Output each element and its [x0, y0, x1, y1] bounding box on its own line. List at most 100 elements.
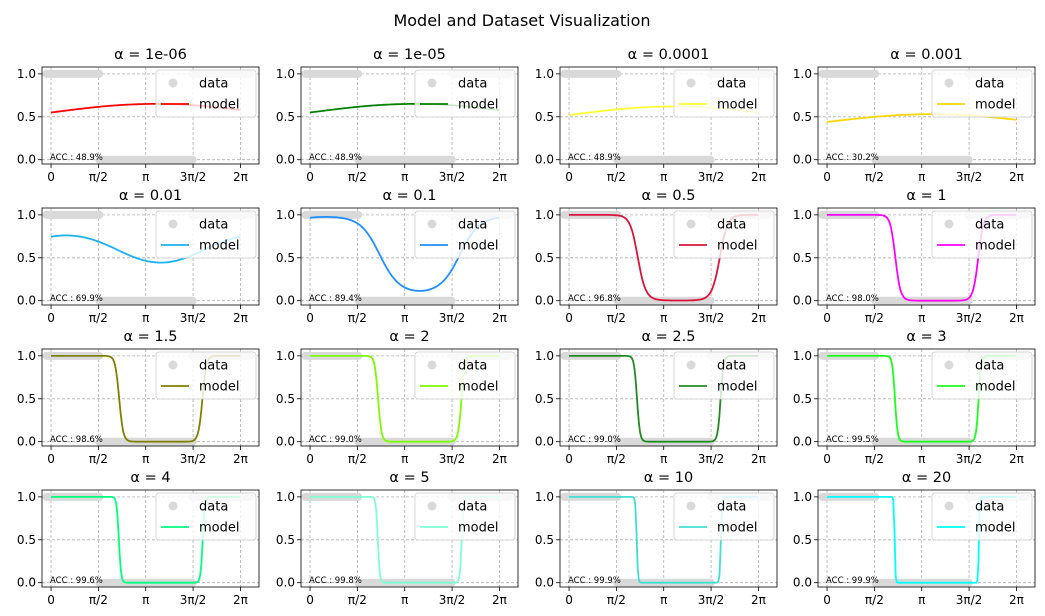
x-tick-label-2: π [918, 452, 925, 466]
legend: data model [155, 492, 257, 541]
x-tick-label-4: 2π [1009, 452, 1024, 466]
accuracy-label: ACC : 99.6% [50, 576, 103, 586]
x-tick-label-0: 0 [47, 311, 55, 325]
x-tick-label-2: π [918, 593, 925, 607]
legend: data model [673, 210, 775, 259]
x-tick-label-4: 2π [751, 170, 766, 184]
y-tick-label-1: 0.5 [276, 251, 295, 265]
legend-box [155, 210, 257, 259]
x-tick-label-3: 3π/2 [439, 311, 466, 325]
x-tick-label-0: 0 [823, 311, 831, 325]
x-tick-label-3: 3π/2 [180, 452, 207, 466]
x-tick-label-1: π/2 [89, 311, 108, 325]
y-tick-label-2: 1.0 [17, 208, 36, 222]
x-tick-label-2: π [142, 311, 149, 325]
y-tick-label-0: 0.0 [793, 153, 812, 167]
x-tick-label-2: π [142, 593, 149, 607]
legend-box [931, 351, 1033, 400]
y-tick-label-1: 0.5 [276, 110, 295, 124]
x-tick-label-3: 3π/2 [956, 452, 983, 466]
legend: data model [414, 210, 516, 259]
y-tick-label-2: 1.0 [276, 490, 295, 504]
y-tick-label-0: 0.0 [17, 576, 36, 590]
y-tick-label-0: 0.0 [535, 576, 554, 590]
x-tick-label-2: π [918, 170, 925, 184]
x-tick-label-0: 0 [306, 170, 314, 184]
x-tick-label-3: 3π/2 [439, 452, 466, 466]
y-tick-label-1: 0.5 [793, 533, 812, 547]
x-tick-label-3: 3π/2 [698, 593, 725, 607]
x-tick-label-3: 3π/2 [956, 593, 983, 607]
x-tick-label-2: π [142, 170, 149, 184]
y-tick-label-1: 0.5 [276, 392, 295, 406]
axes-frame [559, 66, 778, 165]
legend-model-label: model [199, 239, 239, 254]
accuracy-label: ACC : 48.9% [568, 153, 621, 163]
subplot-title: α = 0.1 [383, 188, 437, 204]
x-tick-label-4: 2π [233, 311, 248, 325]
x-tick-label-2: π [660, 311, 667, 325]
accuracy-label: ACC : 96.8% [568, 294, 621, 304]
x-tick-label-0: 0 [306, 452, 314, 466]
subplot-title: α = 0.5 [642, 188, 696, 204]
y-tick-label-0: 0.0 [535, 294, 554, 308]
legend-data-label: data [199, 218, 228, 233]
legend-model-label: model [717, 98, 757, 113]
legend: data model [673, 351, 775, 400]
axes-frame [817, 348, 1036, 447]
legend-data-label: data [717, 500, 746, 515]
y-tick-label-0: 0.0 [535, 435, 554, 449]
x-tick-label-2: π [660, 170, 667, 184]
subplot-7: 0 π/2 π 3π/2 2π 0.0 0.5 1.0 α = 0.5 ACC : 96.8% da… [535, 188, 778, 325]
legend: data model [155, 69, 257, 118]
legend-data-label: data [458, 500, 487, 515]
x-tick-label-0: 0 [47, 170, 55, 184]
legend-data-label: data [975, 500, 1004, 515]
x-tick-label-2: π [401, 170, 408, 184]
x-tick-label-3: 3π/2 [180, 311, 207, 325]
x-tick-label-1: π/2 [865, 452, 884, 466]
y-tick-label-2: 1.0 [17, 490, 36, 504]
axes-frame [41, 348, 260, 447]
subplot-title: α = 20 [902, 470, 951, 486]
x-tick-label-1: π/2 [865, 170, 884, 184]
legend-box [673, 69, 775, 118]
y-tick-label-0: 0.0 [17, 435, 36, 449]
x-tick-label-2: π [660, 593, 667, 607]
subplot-13: 0 π/2 π 3π/2 2π 0.0 0.5 1.0 α = 4 ACC : 99.6% data… [17, 470, 260, 607]
subplot-12: 0 π/2 π 3π/2 2π 0.0 0.5 1.0 α = 3 ACC : 99.5% data… [793, 329, 1036, 466]
x-tick-label-0: 0 [47, 593, 55, 607]
axes-frame [300, 66, 519, 165]
accuracy-label: ACC : 89.4% [309, 294, 362, 304]
legend-data-marker [944, 360, 954, 370]
legend-model-label: model [458, 239, 498, 254]
legend-model-label: model [975, 380, 1015, 395]
legend-data-marker [427, 360, 437, 370]
x-tick-label-1: π/2 [607, 170, 626, 184]
x-tick-label-4: 2π [751, 311, 766, 325]
legend-data-label: data [199, 359, 228, 374]
legend-box [931, 492, 1033, 541]
y-tick-label-2: 1.0 [793, 208, 812, 222]
legend-model-label: model [458, 98, 498, 113]
legend: data model [414, 351, 516, 400]
x-tick-label-4: 2π [492, 170, 507, 184]
legend-box [931, 69, 1033, 118]
subplot-title: α = 1e-05 [373, 47, 446, 63]
x-tick-label-1: π/2 [607, 311, 626, 325]
x-tick-label-4: 2π [492, 593, 507, 607]
legend-data-marker [944, 219, 954, 229]
x-tick-label-3: 3π/2 [180, 170, 207, 184]
y-tick-label-1: 0.5 [535, 110, 554, 124]
axes-frame [817, 207, 1036, 306]
y-tick-label-2: 1.0 [535, 208, 554, 222]
x-tick-label-2: π [142, 452, 149, 466]
legend-model-label: model [199, 521, 239, 536]
x-tick-label-3: 3π/2 [956, 311, 983, 325]
y-tick-label-2: 1.0 [793, 67, 812, 81]
subplot-3: 0 π/2 π 3π/2 2π 0.0 0.5 1.0 α = 0.0001 ACC : 48.9… [535, 47, 778, 184]
accuracy-label: ACC : 98.6% [50, 435, 103, 445]
y-tick-label-2: 1.0 [276, 208, 295, 222]
x-tick-label-1: π/2 [89, 593, 108, 607]
